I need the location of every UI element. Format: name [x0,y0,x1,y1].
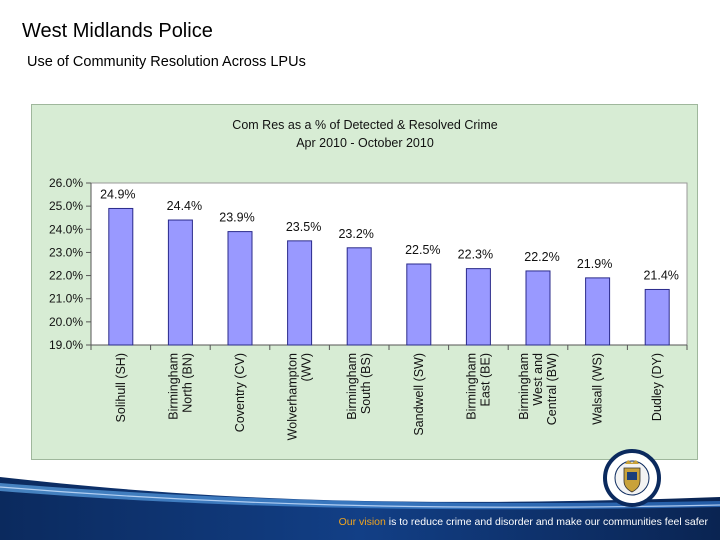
y-tick-label: 23.0% [49,245,83,259]
chart-title-line: Com Res as a % of Detected & Resolved Cr… [232,118,497,132]
slide-subtitle: Use of Community Resolution Across LPUs [27,54,306,70]
y-tick-label: 26.0% [49,176,83,190]
footer-swoosh [0,477,720,540]
category-label: Dudley (DY) [650,353,664,421]
data-label: 22.5% [405,243,440,257]
y-tick-label: 25.0% [49,199,83,213]
chart-panel: Com Res as a % of Detected & Resolved Cr… [31,104,698,460]
data-label: 24.4% [167,199,202,213]
footer-tagline-accent: Our vision [338,516,386,528]
category-label-line: East (BE) [478,353,492,407]
category-label: Wolverhampton(WV) [286,353,314,440]
data-label: 21.4% [643,268,678,282]
category-label-line: Wolverhampton [286,353,300,440]
data-label: 22.2% [524,250,559,264]
y-tick-label: 22.0% [49,269,83,283]
category-label: Walsall (WS) [591,353,605,425]
category-label-line: Birmingham [464,353,478,420]
category-label-line: Birmingham [517,353,531,420]
data-label: 22.3% [458,248,493,262]
category-label-line: North (BN) [180,353,194,413]
bar [167,219,193,346]
category-label-line: Coventry (CV) [233,353,247,432]
bar [465,268,491,346]
category-label: Solihull (SH) [114,353,128,422]
category-label: BirminghamSouth (BS) [345,353,373,420]
bar [644,288,670,346]
category-label: Coventry (CV) [233,353,247,432]
category-label: Sandwell (SW) [412,353,426,436]
police-crest-icon [603,449,661,507]
data-label: 24.9% [100,187,135,201]
category-label-line: Central (BW) [545,353,559,425]
chart-title-line: Apr 2010 - October 2010 [296,136,434,150]
y-tick-label: 24.0% [49,222,83,236]
bar [525,270,551,346]
category-label-line: Birmingham [166,353,180,420]
data-label: 23.2% [338,227,373,241]
data-label: 23.5% [286,220,321,234]
category-label-line: West and [531,353,545,406]
y-tick-label: 21.0% [49,292,83,306]
bar-chart: Com Res as a % of Detected & Resolved Cr… [49,118,688,440]
y-tick-label: 19.0% [49,338,83,352]
category-label: BirminghamEast (BE) [464,353,492,420]
bar [287,240,313,346]
footer-tagline: Our vision is to reduce crime and disord… [339,516,708,528]
footer-tagline-rest: is to reduce crime and disorder and make… [385,516,708,528]
category-label-line: Solihull (SH) [114,353,128,422]
category-label-line: Dudley (DY) [650,353,664,421]
category-label: BirminghamWest andCentral (BW) [517,353,559,425]
data-label: 21.9% [577,257,612,271]
bar [346,247,372,346]
bar [406,263,432,346]
category-label: BirminghamNorth (BN) [166,353,194,420]
bar [108,207,134,346]
slide-title: West Midlands Police [22,20,213,42]
bar [585,277,611,346]
bar [227,231,253,346]
y-tick-label: 20.0% [49,315,83,329]
category-label-line: Sandwell (SW) [412,353,426,436]
category-label-line: Birmingham [345,353,359,420]
category-label-line: Walsall (WS) [591,353,605,425]
data-label: 23.9% [219,211,254,225]
category-label-line: South (BS) [359,353,373,414]
category-label-line: (WV) [300,353,314,381]
